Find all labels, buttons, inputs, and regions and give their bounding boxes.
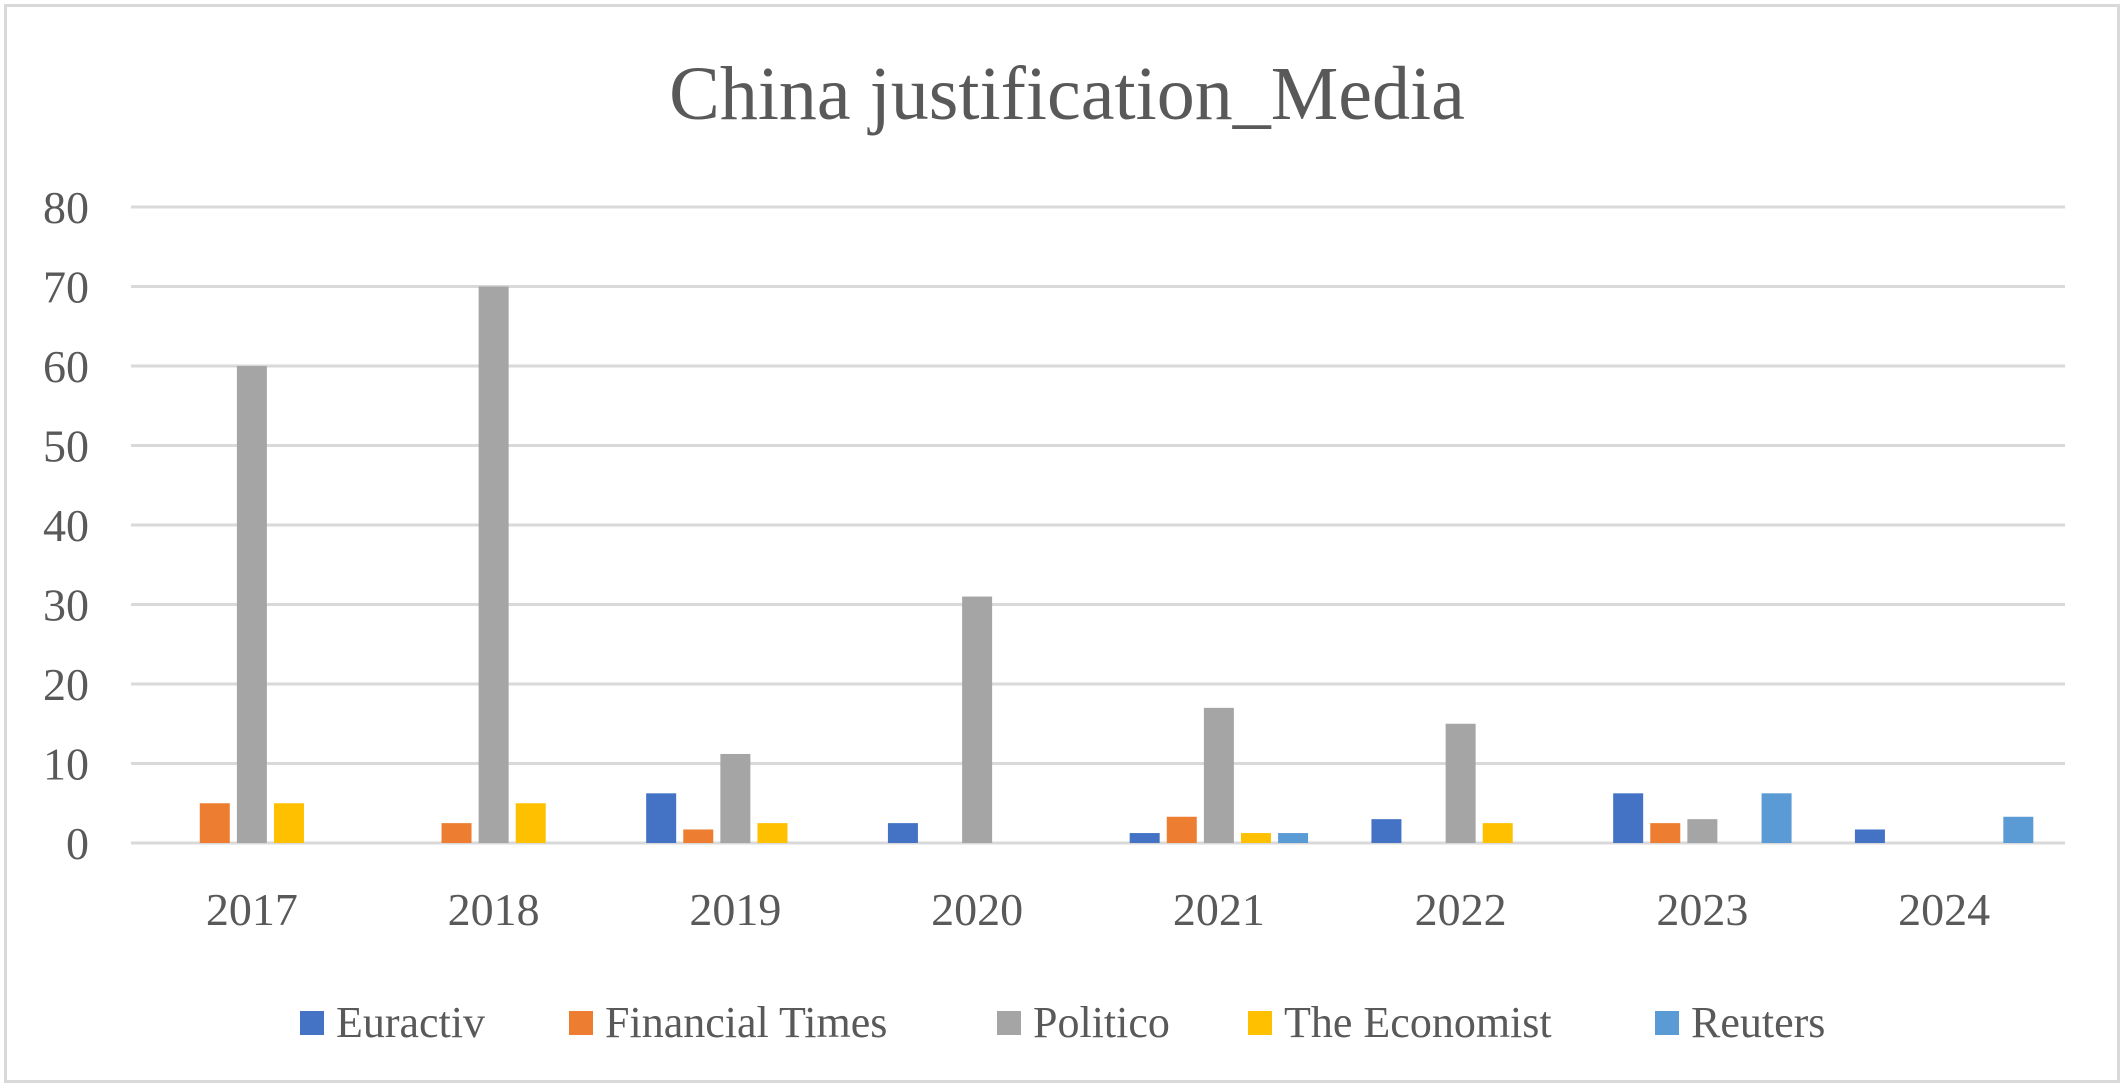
bar-politico (720, 753, 751, 843)
bar-politico (1445, 723, 1476, 843)
bar-the-economist (1240, 833, 1271, 843)
legend-label: Politico (1033, 998, 1170, 1047)
bar-reuters (1761, 793, 1792, 843)
x-tick-label: 2020 (931, 884, 1023, 935)
x-axis-tick-labels: 2017 2018 2019 2020 2021 2022 2023 2024 (206, 884, 1990, 935)
x-tick-label: 2019 (689, 884, 781, 935)
x-tick-label: 2017 (206, 884, 298, 935)
legend-label: Euractiv (336, 998, 485, 1047)
gridlines (131, 205, 2065, 845)
y-tick-label: 30 (43, 580, 89, 631)
legend-swatch (569, 1011, 593, 1035)
bar-the-economist (515, 803, 546, 843)
bar-the-economist (1482, 823, 1513, 843)
bar-financial-times (199, 803, 230, 843)
legend-label: Reuters (1691, 998, 1825, 1047)
bar-euractiv (646, 793, 677, 843)
bar-chart: China justification_Media 0 10 20 30 40 50 60 7… (43, 52, 2065, 1047)
bar-euractiv (887, 823, 918, 843)
x-tick-label: 2023 (1656, 884, 1748, 935)
bar-financial-times (683, 829, 714, 843)
legend-label: Financial Times (605, 998, 887, 1047)
bar-euractiv (1371, 819, 1402, 843)
y-axis-tick-labels: 0 10 20 30 40 50 60 70 80 (43, 182, 89, 869)
y-tick-label: 40 (43, 500, 89, 551)
bar-financial-times (441, 823, 472, 843)
x-tick-label: 2024 (1898, 884, 1990, 935)
bars (199, 286, 2034, 843)
y-tick-label: 70 (43, 262, 89, 313)
y-tick-label: 50 (43, 421, 89, 472)
y-tick-label: 10 (43, 739, 89, 790)
bar-reuters (2003, 816, 2034, 843)
bar-financial-times (1166, 816, 1197, 843)
bar-euractiv (1854, 829, 1885, 843)
bar-politico (1203, 707, 1234, 843)
bar-politico (478, 286, 509, 843)
y-tick-label: 80 (43, 182, 89, 233)
y-tick-label: 0 (66, 818, 89, 869)
chart-frame: China justification_Media 0 10 20 30 40 50 60 7… (4, 4, 2120, 1083)
legend-label: The Economist (1284, 998, 1552, 1047)
x-tick-label: 2022 (1415, 884, 1507, 935)
bar-politico (962, 596, 993, 843)
bar-politico (236, 366, 267, 843)
legend-swatch (1655, 1011, 1679, 1035)
bar-politico (1687, 819, 1718, 843)
bar-euractiv (1613, 793, 1644, 843)
bar-the-economist (273, 803, 304, 843)
x-tick-label: 2018 (448, 884, 540, 935)
bar-the-economist (757, 823, 788, 843)
chart-title: China justification_Media (669, 52, 1465, 136)
bar-financial-times (1650, 823, 1681, 843)
legend: Euractiv Financial Times Politico The Econo… (300, 998, 1825, 1047)
legend-swatch (1248, 1011, 1272, 1035)
legend-swatch (300, 1011, 324, 1035)
legend-swatch (997, 1011, 1021, 1035)
x-tick-label: 2021 (1173, 884, 1265, 935)
bar-euractiv (1129, 833, 1160, 843)
y-tick-label: 20 (43, 659, 89, 710)
bar-reuters (1278, 833, 1309, 843)
y-tick-label: 60 (43, 341, 89, 392)
